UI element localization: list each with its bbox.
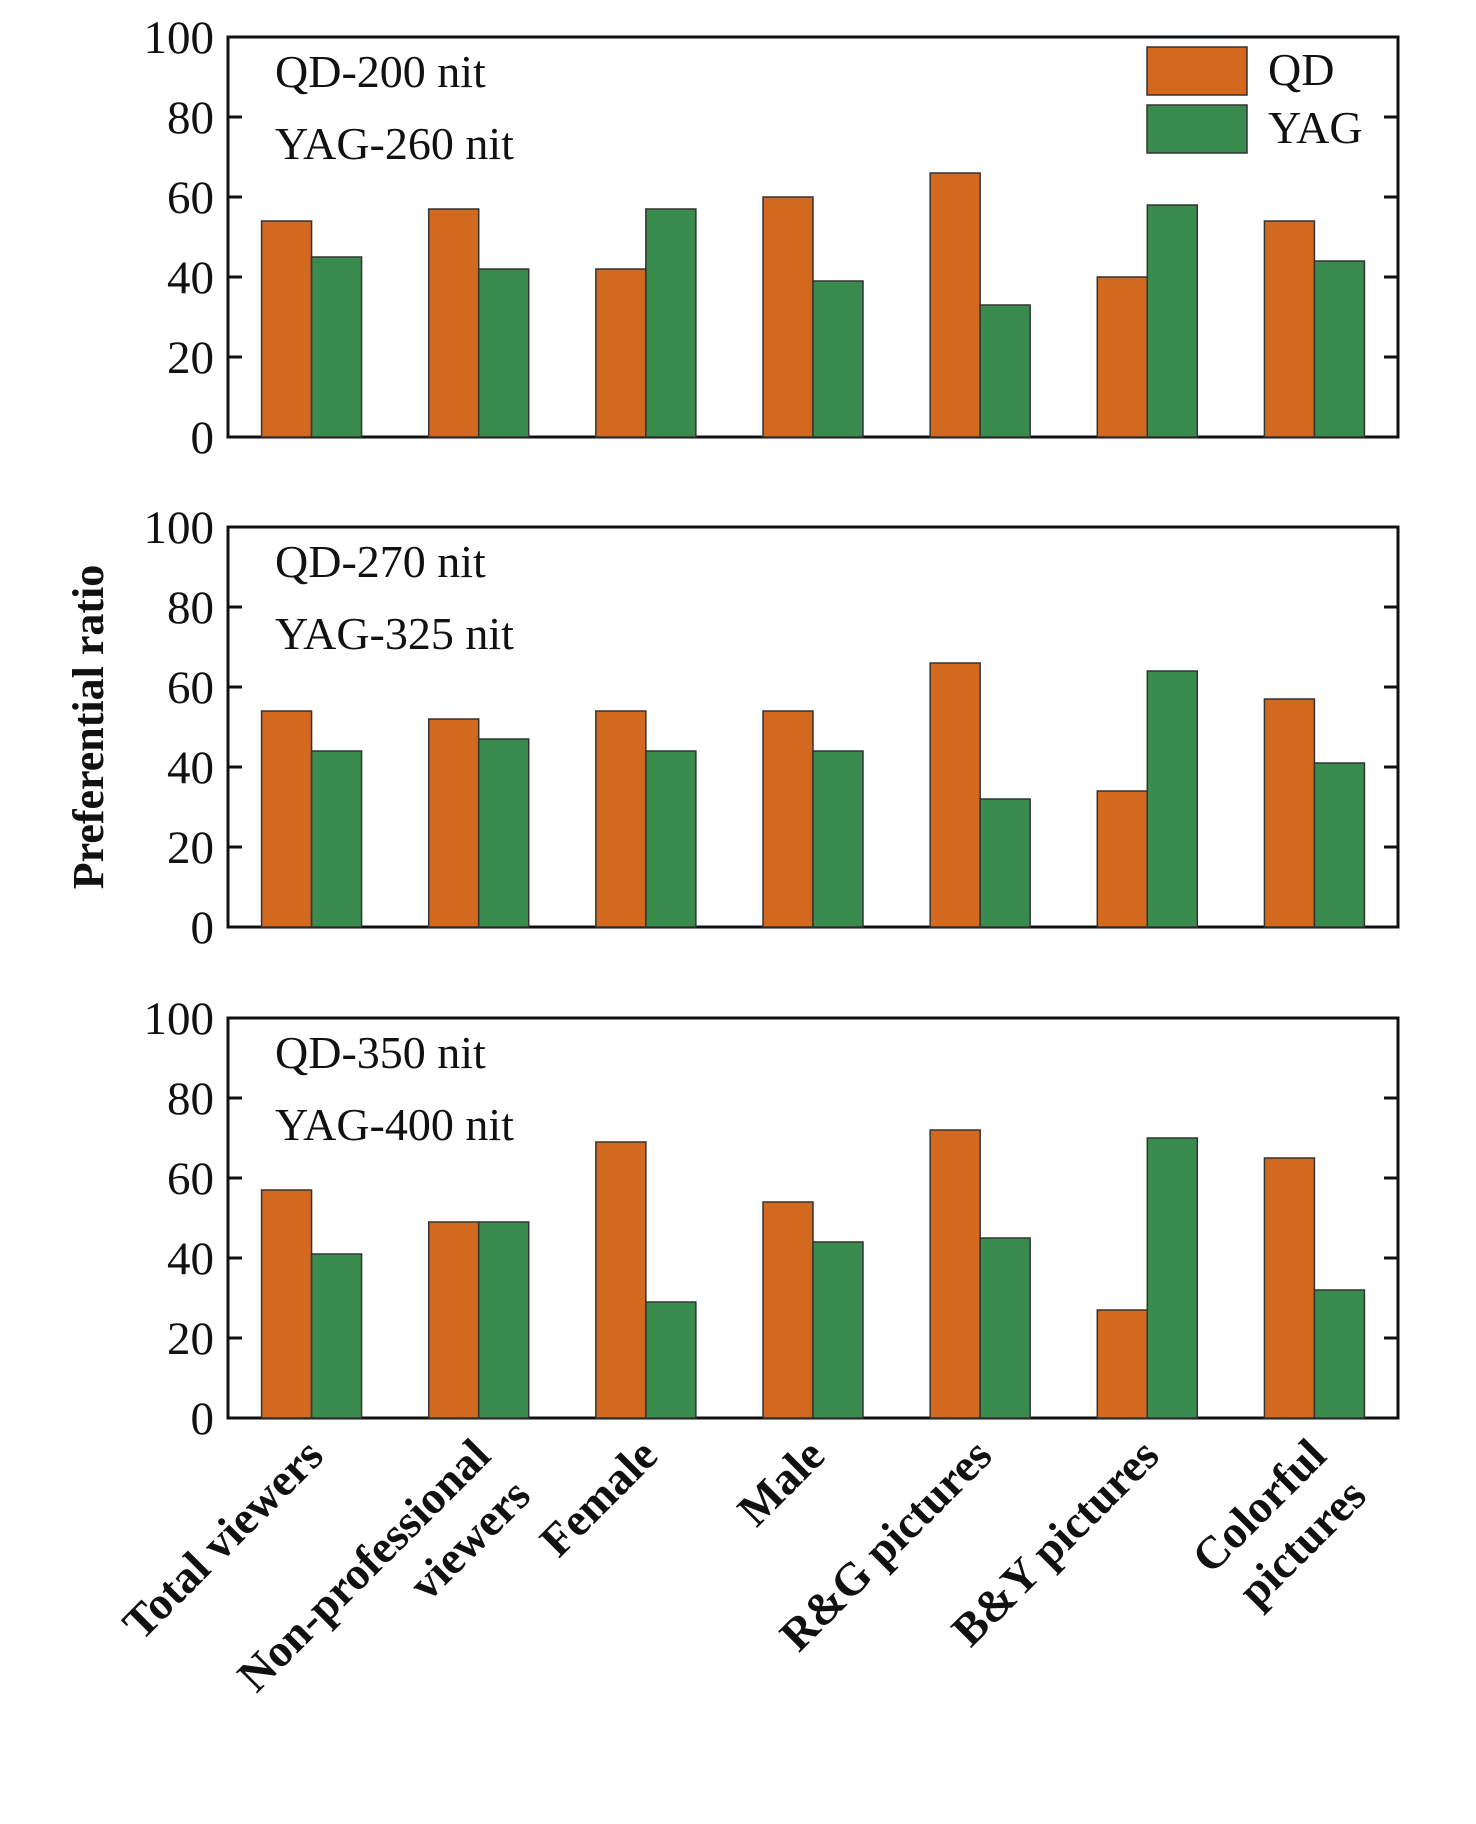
bar-qd [595,710,647,928]
y-tick-label: 0 [191,1393,215,1445]
bar-qd [1263,220,1316,438]
bar-qd [595,268,647,438]
y-tick-label: 80 [167,1073,214,1125]
bar-qd [762,1201,814,1419]
bar-yag [979,1237,1031,1419]
y-tick-label: 40 [167,742,214,794]
bar-qd [762,710,814,928]
bar-yag [979,304,1031,438]
bar-yag [477,268,530,438]
bar-qd [929,172,981,438]
bar-qd [929,662,981,928]
y-tick-label: 80 [167,582,214,634]
legend-swatch-yag [1146,104,1248,154]
legend-label-yag: YAG [1268,102,1363,153]
y-tick-label: 20 [167,332,214,384]
bar-yag [812,750,864,928]
y-tick-label: 60 [167,172,214,224]
bar-yag [979,798,1031,928]
legend-swatch-qd [1146,46,1248,96]
y-tick-label: 0 [191,412,215,464]
bar-qd [929,1129,981,1419]
y-tick-label: 20 [167,1313,214,1365]
y-axis-label: Preferential ratio [64,565,113,890]
bar-yag [1146,204,1199,438]
bar-yag [477,1221,530,1419]
bar-qd [1096,790,1149,928]
bar-qd [1263,1157,1316,1419]
bar-qd [1096,1309,1149,1419]
bar-qd [427,1221,480,1419]
bar-qd [762,196,814,438]
bar-qd [595,1141,647,1419]
bar-qd [260,710,313,928]
y-tick-label: 100 [144,993,215,1045]
panel-label: QD-270 nit [275,536,486,587]
category-label: Male [728,1429,835,1536]
y-tick-label: 20 [167,822,214,874]
y-tick-label: 60 [167,1153,214,1205]
y-tick-label: 100 [144,502,215,554]
panel-label: QD-200 nit [275,46,486,97]
y-tick-label: 40 [167,252,214,304]
bar-qd [1096,276,1149,438]
bar-yag [1146,670,1199,928]
bar-yag [310,750,363,928]
y-tick-label: 80 [167,92,214,144]
bar-yag [645,1301,697,1419]
bar-qd [427,208,480,438]
bar-yag [812,1241,864,1419]
bar-yag [1146,1137,1199,1419]
legend-label-qd: QD [1268,44,1334,95]
bar-yag [812,280,864,438]
y-tick-label: 60 [167,662,214,714]
panel-label: QD-350 nit [275,1027,486,1078]
bar-yag [310,1253,363,1419]
y-tick-label: 40 [167,1233,214,1285]
y-tick-label: 100 [144,12,215,64]
bar-yag [310,256,363,438]
category-label: Female [530,1429,667,1566]
bar-qd [1263,698,1316,928]
bar-qd [260,1189,313,1419]
bar-yag [1313,1289,1366,1419]
bar-yag [645,208,697,438]
panel-label: YAG-260 nit [275,118,514,169]
bar-yag [645,750,697,928]
panel-label: YAG-325 nit [275,608,514,659]
y-tick-label: 0 [191,902,215,954]
bar-qd [427,718,480,928]
bar-yag [1313,762,1366,928]
panel-label: YAG-400 nit [275,1099,514,1150]
bar-yag [477,738,530,928]
bar-qd [260,220,313,438]
bar-yag [1313,260,1366,438]
